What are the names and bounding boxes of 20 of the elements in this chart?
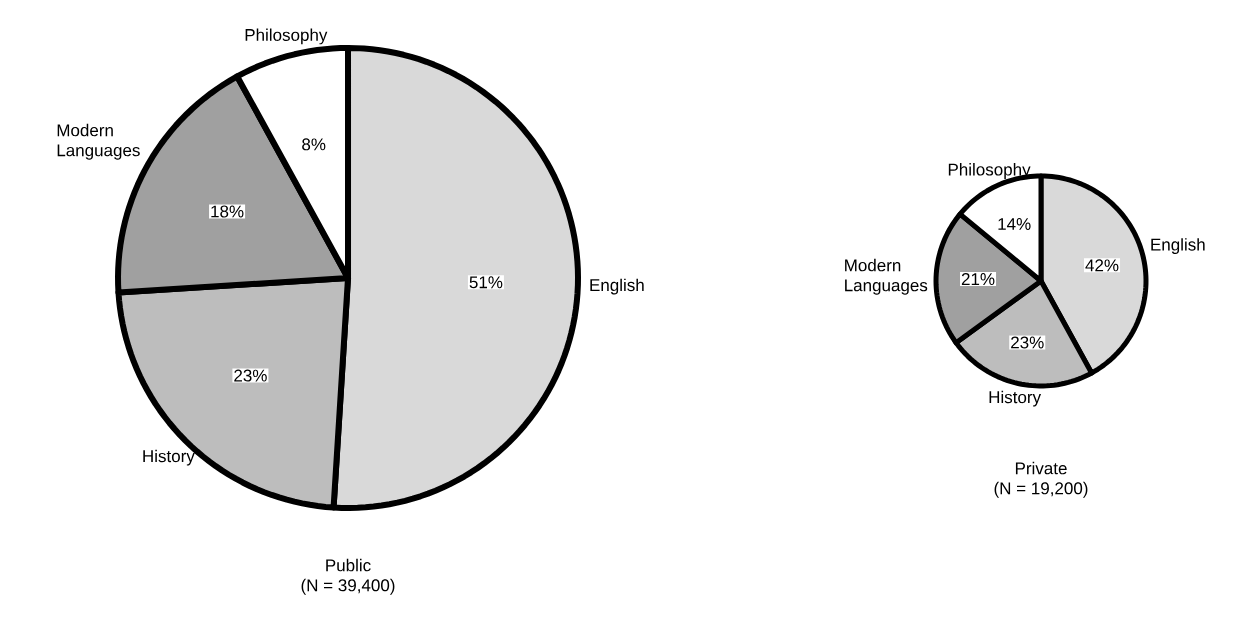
data-label: 23% [234, 369, 267, 382]
text: Private [1015, 461, 1067, 475]
slice-label: History [143, 449, 195, 466]
text: (N = 19,200) [994, 481, 1088, 498]
slice-label: English [1151, 238, 1205, 255]
text: (N = 39,400) [301, 578, 395, 595]
data-label: 42% [1085, 259, 1119, 272]
data-label: 51% [469, 276, 503, 289]
slice-label: History [989, 390, 1042, 407]
slice-label: Philosophy [245, 28, 328, 45]
slice-label: English [590, 278, 644, 295]
data-label: 18% [211, 205, 244, 218]
slice-label: Modern Languages [845, 258, 928, 295]
slice-label: Philosophy [948, 163, 1031, 179]
data-label: 14% [998, 218, 1031, 230]
data-label: 8% [302, 138, 326, 151]
slice-label: Modern Languages [57, 123, 140, 160]
data-label: 21% [961, 273, 995, 285]
text: Public [326, 558, 371, 572]
data-label: 23% [1011, 336, 1044, 349]
